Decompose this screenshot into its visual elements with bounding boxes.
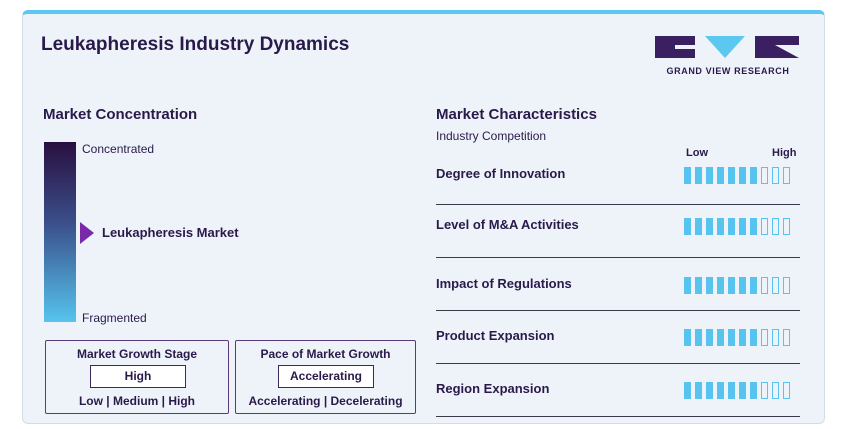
- rating-segment-filled: [750, 329, 757, 346]
- concentration-gradient-bar: [44, 142, 76, 322]
- rating-segment-filled: [695, 382, 702, 399]
- rating-segment-empty: [772, 329, 779, 346]
- rating-segment-filled: [695, 167, 702, 184]
- logo-mark-icon: [655, 36, 799, 58]
- rating-segment-filled: [739, 167, 746, 184]
- scale-high-label: High: [772, 147, 797, 159]
- rating-segment-filled: [728, 167, 735, 184]
- rating-segment-filled: [684, 329, 691, 346]
- rating-segment-filled: [717, 167, 724, 184]
- rating-segment-filled: [750, 218, 757, 235]
- characteristic-row: Region Expansion: [436, 364, 800, 417]
- rating-segment-filled: [739, 218, 746, 235]
- characteristic-label: Region Expansion: [436, 381, 550, 396]
- scale-low-label: Low: [686, 147, 708, 159]
- rating-segment-filled: [728, 329, 735, 346]
- characteristic-row: Impact of Regulations: [436, 258, 800, 311]
- rating-segment-filled: [706, 167, 713, 184]
- rating-segment-filled: [728, 277, 735, 294]
- rating-segment-empty: [783, 277, 790, 294]
- rating-segment-filled: [739, 329, 746, 346]
- fragmented-label: Fragmented: [82, 311, 147, 325]
- dynamics-card: Leukapheresis Industry Dynamics GRAND VI…: [22, 10, 825, 424]
- growth-pace-title: Pace of Market Growth: [260, 347, 391, 361]
- rating-segment-empty: [761, 329, 768, 346]
- rating-meter: [684, 218, 799, 235]
- rating-segment-filled: [684, 167, 691, 184]
- growth-stage-title: Market Growth Stage: [76, 347, 198, 361]
- rating-segment-empty: [761, 382, 768, 399]
- rating-segment-filled: [684, 277, 691, 294]
- rating-meter: [684, 167, 799, 184]
- characteristics-subheading: Industry Competition: [436, 129, 547, 143]
- growth-pace-options: Accelerating | Decelerating: [248, 394, 403, 408]
- row-divider: [436, 203, 800, 205]
- row-divider: [436, 309, 800, 311]
- growth-pace-box: Pace of Market Growth Accelerating Accel…: [235, 340, 416, 414]
- rating-segment-filled: [750, 167, 757, 184]
- characteristic-row: Degree of Innovation: [436, 152, 800, 205]
- rating-segment-filled: [717, 218, 724, 235]
- rating-segment-filled: [695, 329, 702, 346]
- growth-pace-value: Accelerating: [278, 365, 374, 388]
- rating-segment-empty: [772, 277, 779, 294]
- concentration-heading: Market Concentration: [43, 106, 198, 123]
- rating-segment-empty: [783, 382, 790, 399]
- rating-segment-empty: [772, 382, 779, 399]
- rating-segment-empty: [772, 218, 779, 235]
- rating-segment-filled: [717, 277, 724, 294]
- rating-segment-filled: [706, 218, 713, 235]
- row-divider: [436, 362, 800, 364]
- characteristic-label: Level of M&A Activities: [436, 217, 579, 232]
- growth-stage-box: Market Growth Stage High Low | Medium | …: [45, 340, 229, 414]
- rating-segment-filled: [695, 277, 702, 294]
- rating-segment-filled: [706, 329, 713, 346]
- concentrated-label: Concentrated: [82, 142, 155, 156]
- rating-segment-filled: [706, 382, 713, 399]
- characteristic-row: Level of M&A Activities: [436, 205, 800, 258]
- rating-segment-filled: [684, 218, 691, 235]
- rating-segment-filled: [728, 382, 735, 399]
- characteristics-heading: Market Characteristics: [436, 106, 597, 123]
- row-divider: [436, 415, 800, 417]
- rating-segment-filled: [739, 277, 746, 294]
- rating-segment-filled: [684, 382, 691, 399]
- rating-meter: [684, 382, 799, 399]
- rating-meter: [684, 277, 799, 294]
- rating-segment-empty: [761, 167, 768, 184]
- rating-segment-empty: [761, 277, 768, 294]
- rating-meter: [684, 329, 799, 346]
- rating-segment-filled: [750, 277, 757, 294]
- rating-segment-filled: [717, 329, 724, 346]
- rating-segment-empty: [772, 167, 779, 184]
- rating-segment-empty: [761, 218, 768, 235]
- growth-stage-options: Low | Medium | High: [78, 394, 196, 408]
- row-divider: [436, 256, 800, 258]
- rating-segment-filled: [739, 382, 746, 399]
- rating-segment-empty: [783, 329, 790, 346]
- page-title: Leukapheresis Industry Dynamics: [41, 34, 350, 55]
- rating-segment-filled: [717, 382, 724, 399]
- characteristic-label: Degree of Innovation: [436, 166, 566, 181]
- rating-segment-filled: [750, 382, 757, 399]
- characteristic-row: Product Expansion: [436, 311, 800, 364]
- market-pointer-icon: [80, 222, 94, 244]
- characteristic-label: Impact of Regulations: [436, 276, 572, 291]
- rating-segment-filled: [706, 277, 713, 294]
- rating-segment-filled: [728, 218, 735, 235]
- logo-text: GRAND VIEW RESEARCH: [666, 66, 790, 76]
- grand-view-research-logo: GRAND VIEW RESEARCH: [653, 34, 803, 80]
- rating-segment-filled: [695, 218, 702, 235]
- growth-stage-value: High: [90, 365, 186, 388]
- rating-segment-empty: [783, 167, 790, 184]
- characteristic-label: Product Expansion: [436, 328, 555, 343]
- market-label: Leukapheresis Market: [102, 225, 239, 240]
- rating-segment-empty: [783, 218, 790, 235]
